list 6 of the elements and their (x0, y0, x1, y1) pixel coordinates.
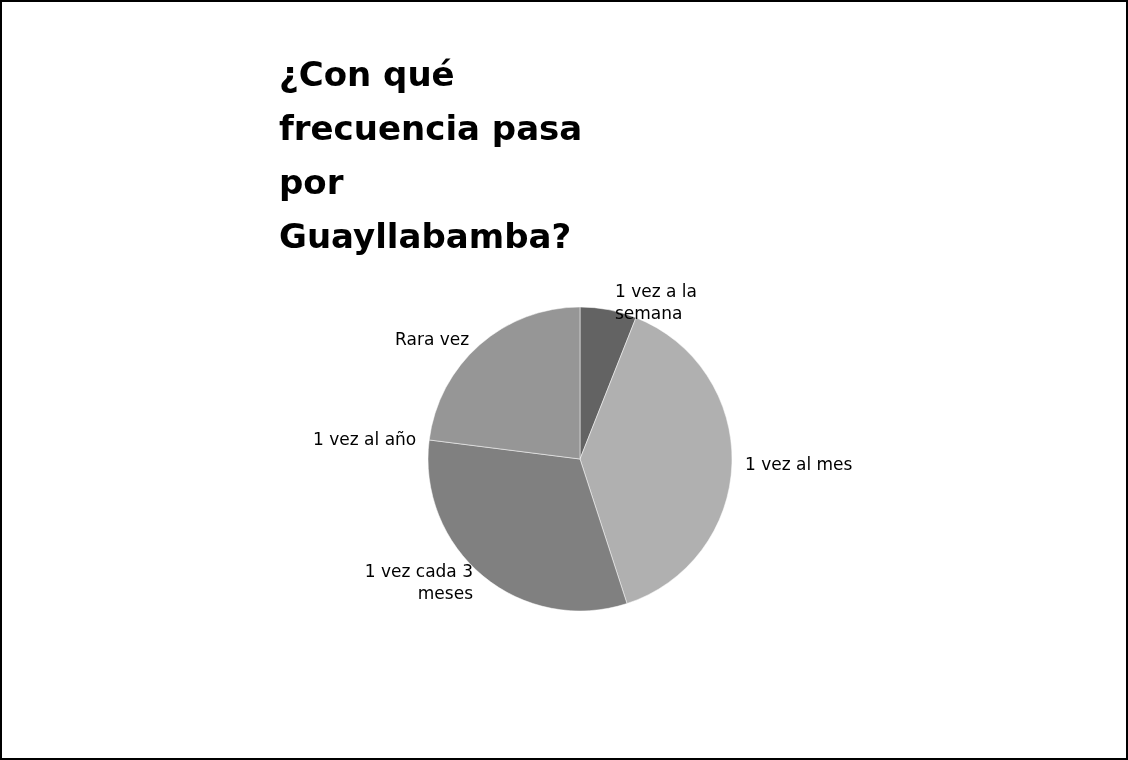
slice-label: Rara vez (395, 328, 470, 349)
slice-label: 1 vez al mes (744, 454, 853, 475)
slice-label: 1 vez a la semana (614, 280, 698, 323)
slice-label: 1 vez cada 3 meses (364, 561, 474, 604)
chart-title: ¿Con qué frecuencia pasa por Guayllabamba? (279, 54, 595, 256)
category-label: 1 vez al año (313, 428, 417, 449)
